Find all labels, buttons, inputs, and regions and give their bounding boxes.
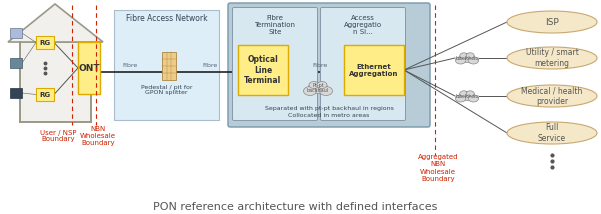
Text: Fibre: Fibre <box>203 62 218 67</box>
FancyBboxPatch shape <box>10 28 22 38</box>
Ellipse shape <box>304 86 317 95</box>
Ellipse shape <box>507 11 597 33</box>
Text: Aggregated
NBN
Wholesale
Boundary: Aggregated NBN Wholesale Boundary <box>418 155 458 181</box>
FancyBboxPatch shape <box>114 10 219 120</box>
Text: Pt-pt
backhaul: Pt-pt backhaul <box>307 83 329 93</box>
Ellipse shape <box>456 95 466 102</box>
Text: backhau: backhau <box>455 94 479 98</box>
FancyBboxPatch shape <box>10 58 22 68</box>
Text: Fibre: Fibre <box>123 62 138 67</box>
Text: Separated with pt-pt backhaul in regions: Separated with pt-pt backhaul in regions <box>264 106 394 110</box>
Text: backhau: backhau <box>455 55 479 61</box>
FancyBboxPatch shape <box>10 88 22 98</box>
Text: Pedestal / pit for
GPON splitter: Pedestal / pit for GPON splitter <box>141 85 192 95</box>
Text: NBN
Wholesale
Boundary: NBN Wholesale Boundary <box>80 126 116 146</box>
Ellipse shape <box>317 82 327 89</box>
Ellipse shape <box>459 54 475 62</box>
Ellipse shape <box>459 92 475 100</box>
Text: User / NSP
Boundary: User / NSP Boundary <box>40 129 76 143</box>
Ellipse shape <box>466 53 474 58</box>
Ellipse shape <box>456 57 466 64</box>
Text: Access
Aggregatio
n Si...: Access Aggregatio n Si... <box>344 15 382 35</box>
FancyBboxPatch shape <box>238 45 288 95</box>
Text: Ethernet
Aggregation: Ethernet Aggregation <box>349 64 398 76</box>
Text: RG: RG <box>40 92 50 98</box>
Ellipse shape <box>507 85 597 107</box>
FancyBboxPatch shape <box>36 88 54 101</box>
Ellipse shape <box>468 95 478 102</box>
Ellipse shape <box>308 83 328 94</box>
Ellipse shape <box>466 91 474 96</box>
Text: ISP: ISP <box>545 18 559 27</box>
FancyBboxPatch shape <box>36 36 54 49</box>
FancyBboxPatch shape <box>162 52 176 80</box>
Text: RG: RG <box>40 40 50 46</box>
FancyBboxPatch shape <box>228 3 430 127</box>
FancyBboxPatch shape <box>233 7 317 120</box>
Polygon shape <box>8 4 103 42</box>
FancyBboxPatch shape <box>320 7 406 120</box>
Text: Fibre Access Network: Fibre Access Network <box>126 13 207 22</box>
Text: Fibre: Fibre <box>313 62 328 67</box>
FancyBboxPatch shape <box>344 45 404 95</box>
Ellipse shape <box>460 91 468 96</box>
Text: PON reference architecture with defined interfaces: PON reference architecture with defined … <box>153 202 437 212</box>
Ellipse shape <box>320 86 332 95</box>
Text: Utility / smart
metering: Utility / smart metering <box>525 48 578 68</box>
Text: Collocated in metro areas: Collocated in metro areas <box>288 113 370 117</box>
Ellipse shape <box>507 122 597 144</box>
Text: Medical / health
provider: Medical / health provider <box>521 86 583 106</box>
Text: Full
Service: Full Service <box>538 123 566 143</box>
Text: Optical
Line
Terminal: Optical Line Terminal <box>245 55 282 85</box>
Polygon shape <box>20 42 91 122</box>
Ellipse shape <box>460 53 468 58</box>
Text: Fibre
Termination
Site: Fibre Termination Site <box>254 15 296 35</box>
Ellipse shape <box>468 57 478 64</box>
Ellipse shape <box>309 82 319 89</box>
Ellipse shape <box>507 47 597 69</box>
FancyBboxPatch shape <box>78 42 100 94</box>
Text: ONT: ONT <box>78 64 100 73</box>
